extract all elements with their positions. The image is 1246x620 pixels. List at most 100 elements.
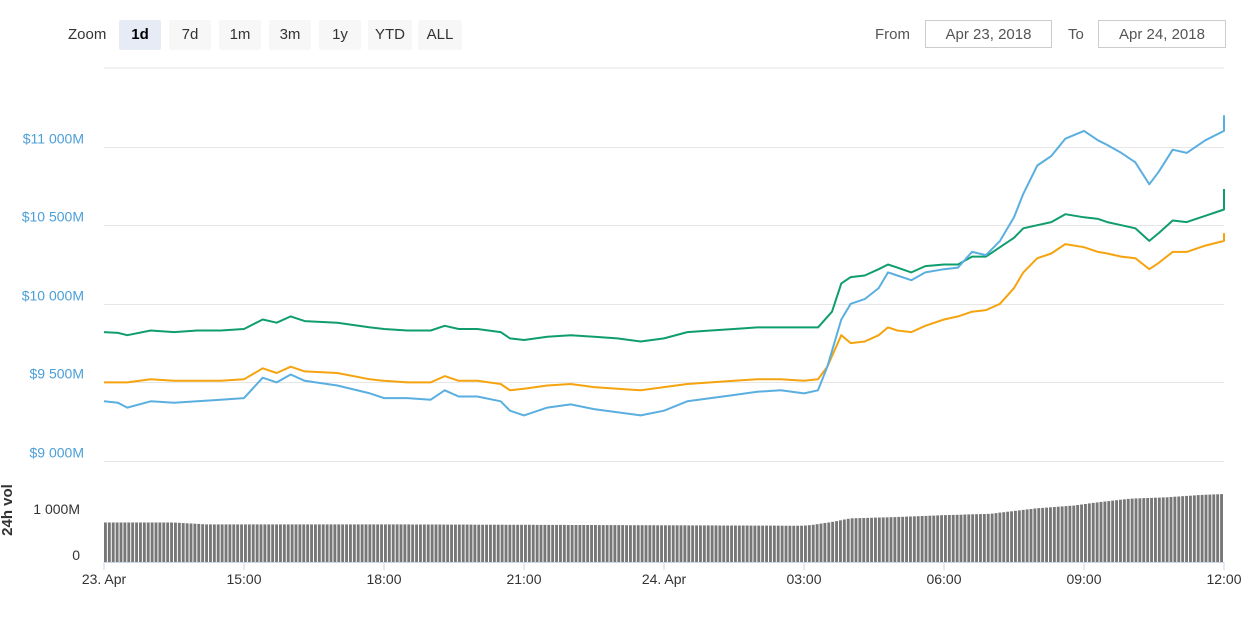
volume-bar (376, 524, 380, 562)
zoom-3m-button[interactable]: 3m (269, 20, 311, 50)
volume-bar (481, 524, 485, 562)
volume-bar (461, 524, 465, 562)
volume-bar (831, 521, 835, 562)
volume-bar (714, 525, 718, 562)
volume-bar (1049, 507, 1052, 562)
volume-bar (298, 524, 302, 562)
volume-bar (146, 522, 150, 562)
x-tick-label: 23. Apr (82, 571, 127, 587)
volume-bar (104, 522, 107, 562)
volume-bar (640, 525, 644, 562)
volume-bar (127, 522, 131, 562)
volume-bar (671, 525, 675, 562)
from-date-input[interactable] (925, 20, 1052, 48)
volume-bar (465, 524, 469, 562)
volume-bar (321, 524, 325, 562)
volume-bar (1134, 498, 1138, 562)
volume-bar (846, 518, 850, 562)
volume-bar (189, 523, 193, 562)
volume-bar (986, 513, 990, 562)
volume-bar (177, 522, 181, 562)
volume-bar (792, 525, 796, 562)
volume-bar (512, 524, 516, 562)
volume-bar (971, 514, 975, 562)
zoom-1m-button[interactable]: 1m (219, 20, 261, 50)
volume-bar (909, 516, 912, 562)
volume-bar (551, 524, 555, 562)
volume-bar (282, 524, 286, 562)
volume-bar (415, 524, 418, 562)
volume-bar (994, 513, 998, 562)
volume-bar (609, 525, 613, 562)
volume-bar (772, 525, 776, 562)
volume-bar (527, 524, 531, 562)
volume-bar (664, 525, 667, 562)
volume-bar (858, 518, 862, 562)
volume-bar (1216, 494, 1220, 562)
volume-bar (142, 522, 146, 562)
volume-bar (807, 525, 811, 562)
volume-bar (317, 524, 321, 562)
volume-bar (162, 522, 166, 562)
volume-bar (314, 524, 317, 562)
volume-bar (675, 525, 679, 562)
zoom-7d-button[interactable]: 7d (169, 20, 211, 50)
volume-bar (543, 524, 547, 562)
volume-bar (839, 520, 842, 562)
zoom-ytd-button[interactable]: YTD (368, 20, 412, 50)
volume-bar (228, 524, 232, 562)
volume-bar (842, 519, 846, 562)
zoom-1y-button[interactable]: 1y (319, 20, 361, 50)
volume-bar (1208, 494, 1212, 562)
volume-bar (979, 514, 982, 562)
volume-bar (119, 522, 123, 562)
volume-bar (944, 515, 947, 562)
series-line-1 (104, 233, 1225, 392)
volume-bar (885, 517, 889, 562)
volume-bar (325, 524, 329, 562)
y-tick-label: $10 000M (22, 288, 84, 304)
volume-bar (1084, 504, 1087, 562)
volume-bar (652, 525, 656, 562)
volume-bar (734, 525, 737, 562)
volume-bar (1204, 494, 1208, 562)
volume-bar (928, 515, 932, 562)
volume-bar (403, 524, 407, 562)
volume-bar (745, 525, 749, 562)
volume-bar (380, 524, 383, 562)
volume-bar (1060, 506, 1064, 562)
volume-bar (1041, 507, 1045, 562)
volume-bar (737, 525, 741, 562)
axes: $9 000M $9 500M $10 000M $10 500M $11 000M 0 1… (0, 131, 1242, 588)
volume-bar (1006, 511, 1010, 562)
volume-bar (1017, 510, 1021, 562)
volume-bar (387, 524, 391, 562)
volume-bar (302, 524, 306, 562)
to-date-input[interactable] (1098, 20, 1226, 48)
zoom-all-button[interactable]: ALL (418, 20, 462, 50)
volume-bar (1111, 500, 1115, 562)
volume-bar (1165, 497, 1169, 562)
volume-bar (667, 525, 671, 562)
volume-bar (870, 517, 873, 562)
volume-bar (648, 525, 652, 562)
volume-bar (578, 525, 582, 562)
volume-bar (827, 522, 831, 562)
volume-bar (356, 524, 360, 562)
volume-bar (426, 524, 430, 562)
volume-bar (582, 525, 586, 562)
volume-bar (924, 515, 928, 562)
volume-bar (632, 525, 636, 562)
volume-bar (905, 516, 908, 562)
volume-bar (1037, 508, 1041, 562)
volume-bars (104, 494, 1223, 562)
volume-bar (197, 523, 201, 562)
volume-bar (912, 516, 916, 562)
volume-bar (508, 524, 512, 562)
to-label: To (1068, 26, 1084, 43)
volume-bar (360, 524, 364, 562)
volume-bar (823, 523, 827, 562)
zoom-1d-button[interactable]: 1d (119, 20, 161, 50)
volume-bar (1173, 496, 1177, 562)
volume-bar (212, 524, 216, 562)
